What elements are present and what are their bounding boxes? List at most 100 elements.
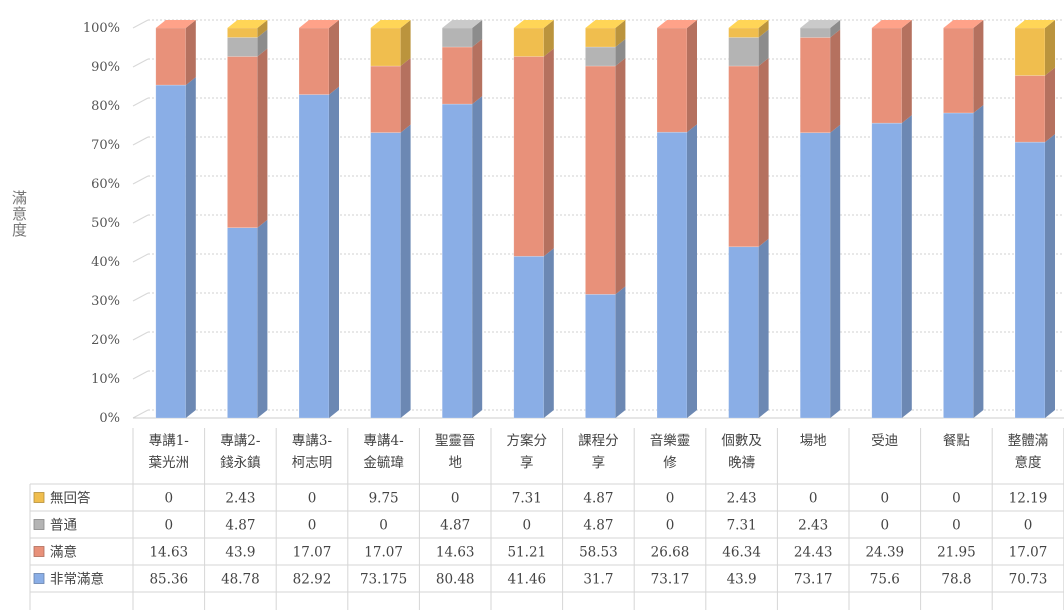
data-value-label: 31.7 <box>583 572 613 588</box>
data-value-label: 14.63 <box>149 545 188 561</box>
data-value-label: 7.31 <box>512 491 542 507</box>
bar-segment <box>1014 20 1055 76</box>
category-label: 錢永鎮 <box>220 454 261 471</box>
bar-segment-front <box>585 46 616 67</box>
bar-top-face <box>227 20 268 28</box>
legend-swatch <box>33 519 45 530</box>
category-label: 專講1- <box>149 433 189 449</box>
bar-segment-side <box>472 96 483 418</box>
bar-segment-front <box>155 27 187 86</box>
bar-segment-side <box>758 20 769 38</box>
bar-segment <box>728 238 769 419</box>
bar-segment-side <box>830 124 841 418</box>
category-label: 方案分 <box>507 432 548 449</box>
bar-segment <box>799 20 841 38</box>
bar-segment-side <box>329 86 339 419</box>
data-value-label: 41.46 <box>507 572 546 588</box>
data-value-label: 43.9 <box>225 545 255 561</box>
data-value-label: 0 <box>308 518 317 534</box>
data-value-label: 0 <box>1024 518 1033 534</box>
bar-segment-front <box>799 132 831 419</box>
category-label: 整體滿 <box>1008 433 1049 449</box>
data-value-label: 58.53 <box>579 545 618 561</box>
bar-segment-side <box>973 20 984 113</box>
category-label: 音樂靈 <box>650 432 691 449</box>
bar-segment-front <box>441 46 473 105</box>
bar-segment-side <box>472 38 483 105</box>
bar-segment <box>871 115 912 419</box>
bar-segment-front <box>656 131 688 419</box>
data-value-label: 21.95 <box>937 545 976 561</box>
bar-segment <box>441 20 483 48</box>
bar-segment-front <box>513 27 545 57</box>
bar-segment-front <box>585 294 616 419</box>
bar-segment-front <box>441 103 473 419</box>
bar-segment-front <box>871 122 903 419</box>
bar-segment <box>1014 134 1055 419</box>
y-tick-label: 50% <box>91 216 120 231</box>
y-tick-label: 80% <box>91 99 120 114</box>
bar-segment <box>441 38 483 105</box>
bar-segment <box>799 124 841 419</box>
bar-segment-front <box>799 37 831 134</box>
category-label: 享 <box>592 454 606 471</box>
bar-segment <box>227 48 268 229</box>
y-axis-label: 滿意度 <box>10 190 28 238</box>
bar-segment-side <box>758 57 769 247</box>
bar-segment-side <box>830 29 841 133</box>
category-label: 個數及 <box>721 433 762 449</box>
bar-segment-side <box>257 29 268 57</box>
gridline-depth <box>132 58 149 68</box>
bar-segment <box>585 57 626 295</box>
bar-segment <box>155 20 196 86</box>
bar-segment <box>513 48 554 257</box>
data-value-label: 85.36 <box>149 572 188 588</box>
data-value-label: 51.21 <box>507 545 546 561</box>
bar-segment <box>728 20 769 38</box>
bar-top-face <box>585 20 626 28</box>
y-tick-label: 60% <box>91 177 120 192</box>
y-tick-label: 90% <box>91 60 120 75</box>
data-value-label: 0 <box>308 491 317 507</box>
bar-segment-side <box>1045 20 1055 76</box>
bar-top-face <box>943 20 984 28</box>
bar-segment-front <box>943 27 974 114</box>
bar-segment-front <box>370 65 401 133</box>
bar-segment <box>370 124 411 419</box>
legend-swatch <box>33 492 45 503</box>
category-label: 專講3- <box>292 433 332 449</box>
bar-segment-front <box>728 65 759 248</box>
gridline-depth <box>132 409 149 419</box>
bar-segment <box>871 20 912 124</box>
gridline-depth <box>132 136 149 146</box>
bar-segment <box>799 29 841 134</box>
bar-segment <box>656 20 697 133</box>
data-value-label: 80.48 <box>436 572 475 588</box>
bar-segment-front <box>728 37 759 67</box>
bar-segment <box>370 58 411 133</box>
data-value-label: 73.175 <box>360 572 407 588</box>
data-value-label: 2.43 <box>727 491 757 507</box>
data-value-label: 17.07 <box>293 545 332 561</box>
data-value-label: 0 <box>523 518 532 534</box>
bar-segment-side <box>758 29 769 66</box>
y-tick-label: 10% <box>91 372 120 387</box>
bar-segment-front <box>227 56 258 229</box>
data-value-label: 82.92 <box>293 572 332 588</box>
data-value-label: 7.31 <box>727 518 757 534</box>
data-value-label: 46.34 <box>722 545 761 561</box>
data-value-label: 17.07 <box>364 545 403 561</box>
bar-segment-front <box>298 94 330 419</box>
category-label: 享 <box>520 454 534 471</box>
bar-segment-side <box>400 20 411 67</box>
y-tick-label: 30% <box>91 294 120 309</box>
bar-segment-front <box>370 27 401 67</box>
category-label: 專講4- <box>364 433 404 449</box>
bar-top-face <box>728 20 769 28</box>
bar-segment-side <box>901 115 912 418</box>
bar-segment-side <box>543 48 554 257</box>
data-value-label: 78.8 <box>941 572 971 588</box>
data-value-label: 75.6 <box>870 572 900 588</box>
category-label: 意度 <box>1015 454 1042 471</box>
gridline-depth <box>132 214 149 224</box>
